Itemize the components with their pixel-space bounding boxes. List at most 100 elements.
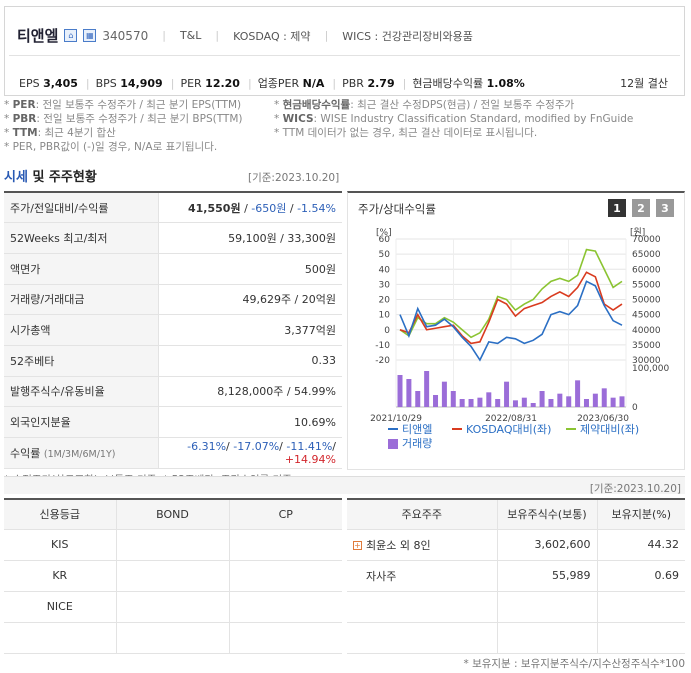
series-line [399, 280, 623, 362]
note-negative: * PER, PBR값이 (-)일 경우, N/A로 표기됩니다. [4, 141, 218, 153]
right-tick-label: 30000 [632, 356, 661, 366]
chart-tab-3[interactable]: 3 [656, 199, 674, 217]
stat-dividend-yield: 현금배당수익률 1.08% [412, 77, 525, 90]
wics-info: WICS : 건강관리장비와용품 [342, 29, 473, 43]
table-header-row: 신용등급 BOND CP [4, 499, 342, 530]
table-header-row: 주요주주 보유주식수(보통) 보유지분(%) [347, 499, 685, 530]
divider [9, 55, 680, 56]
notes-right: * 현금배당수익률: 최근 결산 수정DPS(현금) / 전일 보통주 수정주가… [274, 98, 633, 140]
volume-bar [504, 381, 510, 407]
left-tick-label: -10 [375, 341, 390, 351]
note-pbr: * PBR: 전일 보통주 수정주가 / 최근 분기 BPS(TTM) [4, 113, 243, 125]
company-name[interactable]: 티앤엘 [17, 27, 59, 45]
section-title: 시세 및 주주현황 [4, 170, 97, 185]
table-row: 자사주 55,989 0.69 [347, 560, 685, 592]
left-tick-label: 50 [379, 250, 391, 260]
volume-bar [530, 403, 536, 407]
left-tick-label: 10 [379, 311, 391, 321]
title-row: 티앤엘 ⌂ ▦ 340570 | T&L | KOSDAQ : 제약 | WIC… [17, 27, 473, 45]
legend-label: KOSDAQ대비(좌) [466, 423, 551, 436]
building-icon[interactable]: ▦ [83, 29, 97, 42]
notes-left: * PER: 전일 보통주 수정주가 / 최근 분기 EPS(TTM) * PB… [4, 98, 243, 154]
shareholder-name: 자사주 [347, 560, 498, 592]
returns-value: -6.31%/ -17.07%/ -11.41%/ +14.94% [158, 437, 342, 469]
price-chart-panel: 주가/상대수익률 1 2 3 [%] [원] 60 70000 50 65000 40 600… [347, 191, 685, 470]
left-tick-label: 60 [379, 235, 391, 245]
stat-sector-per: 업종PER N/A [257, 77, 325, 90]
table-row [4, 622, 342, 654]
left-tick-label: 40 [379, 265, 391, 275]
x-tick-label: 2023/06/30 [577, 414, 629, 424]
legend-label: 거래량 [402, 437, 432, 450]
volume-tick-label: 100,000 [632, 364, 669, 374]
left-tick-label: -20 [375, 356, 390, 366]
legend-label: 제약대비(좌) [580, 422, 639, 436]
shareholders-table: 주요주주 보유주식수(보통) 보유지분(%) + 최윤소 외 8인 3,602,6… [347, 498, 685, 654]
table-row: 주가/전일대비/수익률 41,550원 / -650원 / -1.54% [4, 192, 342, 224]
volume-bar [424, 371, 430, 407]
table-row: KIS [4, 529, 342, 561]
table-row: 시가총액 3,377억원 [4, 314, 342, 346]
volume-bar [459, 399, 465, 407]
series-line [399, 271, 623, 345]
legend-swatch [452, 428, 462, 430]
valuation-stats: EPS 3,405 | BPS 14,909 | PER 12.20 | 업종P… [19, 76, 525, 91]
left-axis-unit: [%] [376, 228, 392, 238]
volume-bar [450, 391, 456, 407]
market-info: KOSDAQ : 제약 [233, 29, 311, 43]
stat-pbr: PBR 2.79 [342, 76, 395, 90]
settlement-month: 12월 결산 [620, 77, 668, 90]
home-icon[interactable]: ⌂ [64, 29, 78, 42]
x-tick-label: 2022/08/31 [485, 414, 537, 424]
volume-bar [592, 393, 598, 407]
company-english-name: T&L [179, 29, 202, 42]
stat-per: PER 12.20 [180, 76, 240, 90]
right-tick-label: 50000 [632, 296, 661, 306]
volume-bar [575, 380, 581, 407]
table-row [347, 591, 685, 623]
date-bar: [기준:2023.10.20] [4, 476, 685, 495]
volume-bar [406, 379, 412, 407]
table-row: KR [4, 560, 342, 592]
left-tick-label: 30 [379, 280, 391, 290]
left-tick-label: 0 [384, 326, 390, 336]
volume-bar [415, 391, 421, 407]
chart-tab-2[interactable]: 2 [632, 199, 650, 217]
legend-label: 티앤엘 [402, 423, 432, 436]
right-tick-label: 55000 [632, 280, 661, 290]
legend-swatch [566, 428, 576, 430]
price-value: 41,550원 / -650원 / -1.54% [158, 192, 342, 224]
left-tick-label: 20 [379, 296, 391, 306]
returns-label: 수익률 (1M/3M/6M/1Y) [4, 437, 159, 469]
volume-bar [495, 399, 501, 407]
right-tick-label: 70000 [632, 235, 661, 245]
table-row: + 최윤소 외 8인 3,602,600 44.32 [347, 529, 685, 561]
row-label: 주가/전일대비/수익률 [4, 192, 159, 224]
table-row: 52Weeks 최고/최저 59,100원 / 33,300원 [4, 222, 342, 254]
legend-swatch [388, 428, 398, 430]
right-tick-label: 35000 [632, 341, 661, 351]
expand-icon[interactable]: + [353, 541, 362, 550]
table-row: 발행주식수/유동비율 8,128,000주 / 54.99% [4, 376, 342, 408]
volume-bar [610, 397, 616, 407]
volume-bar [486, 392, 492, 407]
credit-rating-table: 신용등급 BOND CP KIS KR NICE [4, 498, 342, 654]
volume-bar [566, 396, 572, 407]
volume-bar [583, 399, 589, 407]
shareholders-footnote: * 보유지분 : 보유지분주식수/지수산정주식수*100 [463, 658, 685, 670]
volume-bar [397, 375, 403, 407]
volume-bar [619, 396, 625, 407]
table-row [347, 622, 685, 654]
stat-eps: EPS 3,405 [19, 76, 78, 90]
table-row: 거래량/거래대금 49,629주 / 20억원 [4, 284, 342, 316]
chart-tab-1[interactable]: 1 [608, 199, 626, 217]
volume-bar [548, 399, 554, 407]
price-table: 주가/전일대비/수익률 41,550원 / -650원 / -1.54% 52W… [4, 191, 342, 469]
right-tick-label: 60000 [632, 265, 661, 275]
volume-bar [539, 391, 545, 407]
note-wics: * WICS: WISE Industry Classification Sta… [274, 113, 634, 125]
volume-bar [521, 397, 527, 407]
chart-tabs: 1 2 3 [608, 199, 674, 217]
volume-bar [468, 399, 474, 407]
note-ttm: * TTM: 최근 4분기 합산 [4, 127, 116, 139]
